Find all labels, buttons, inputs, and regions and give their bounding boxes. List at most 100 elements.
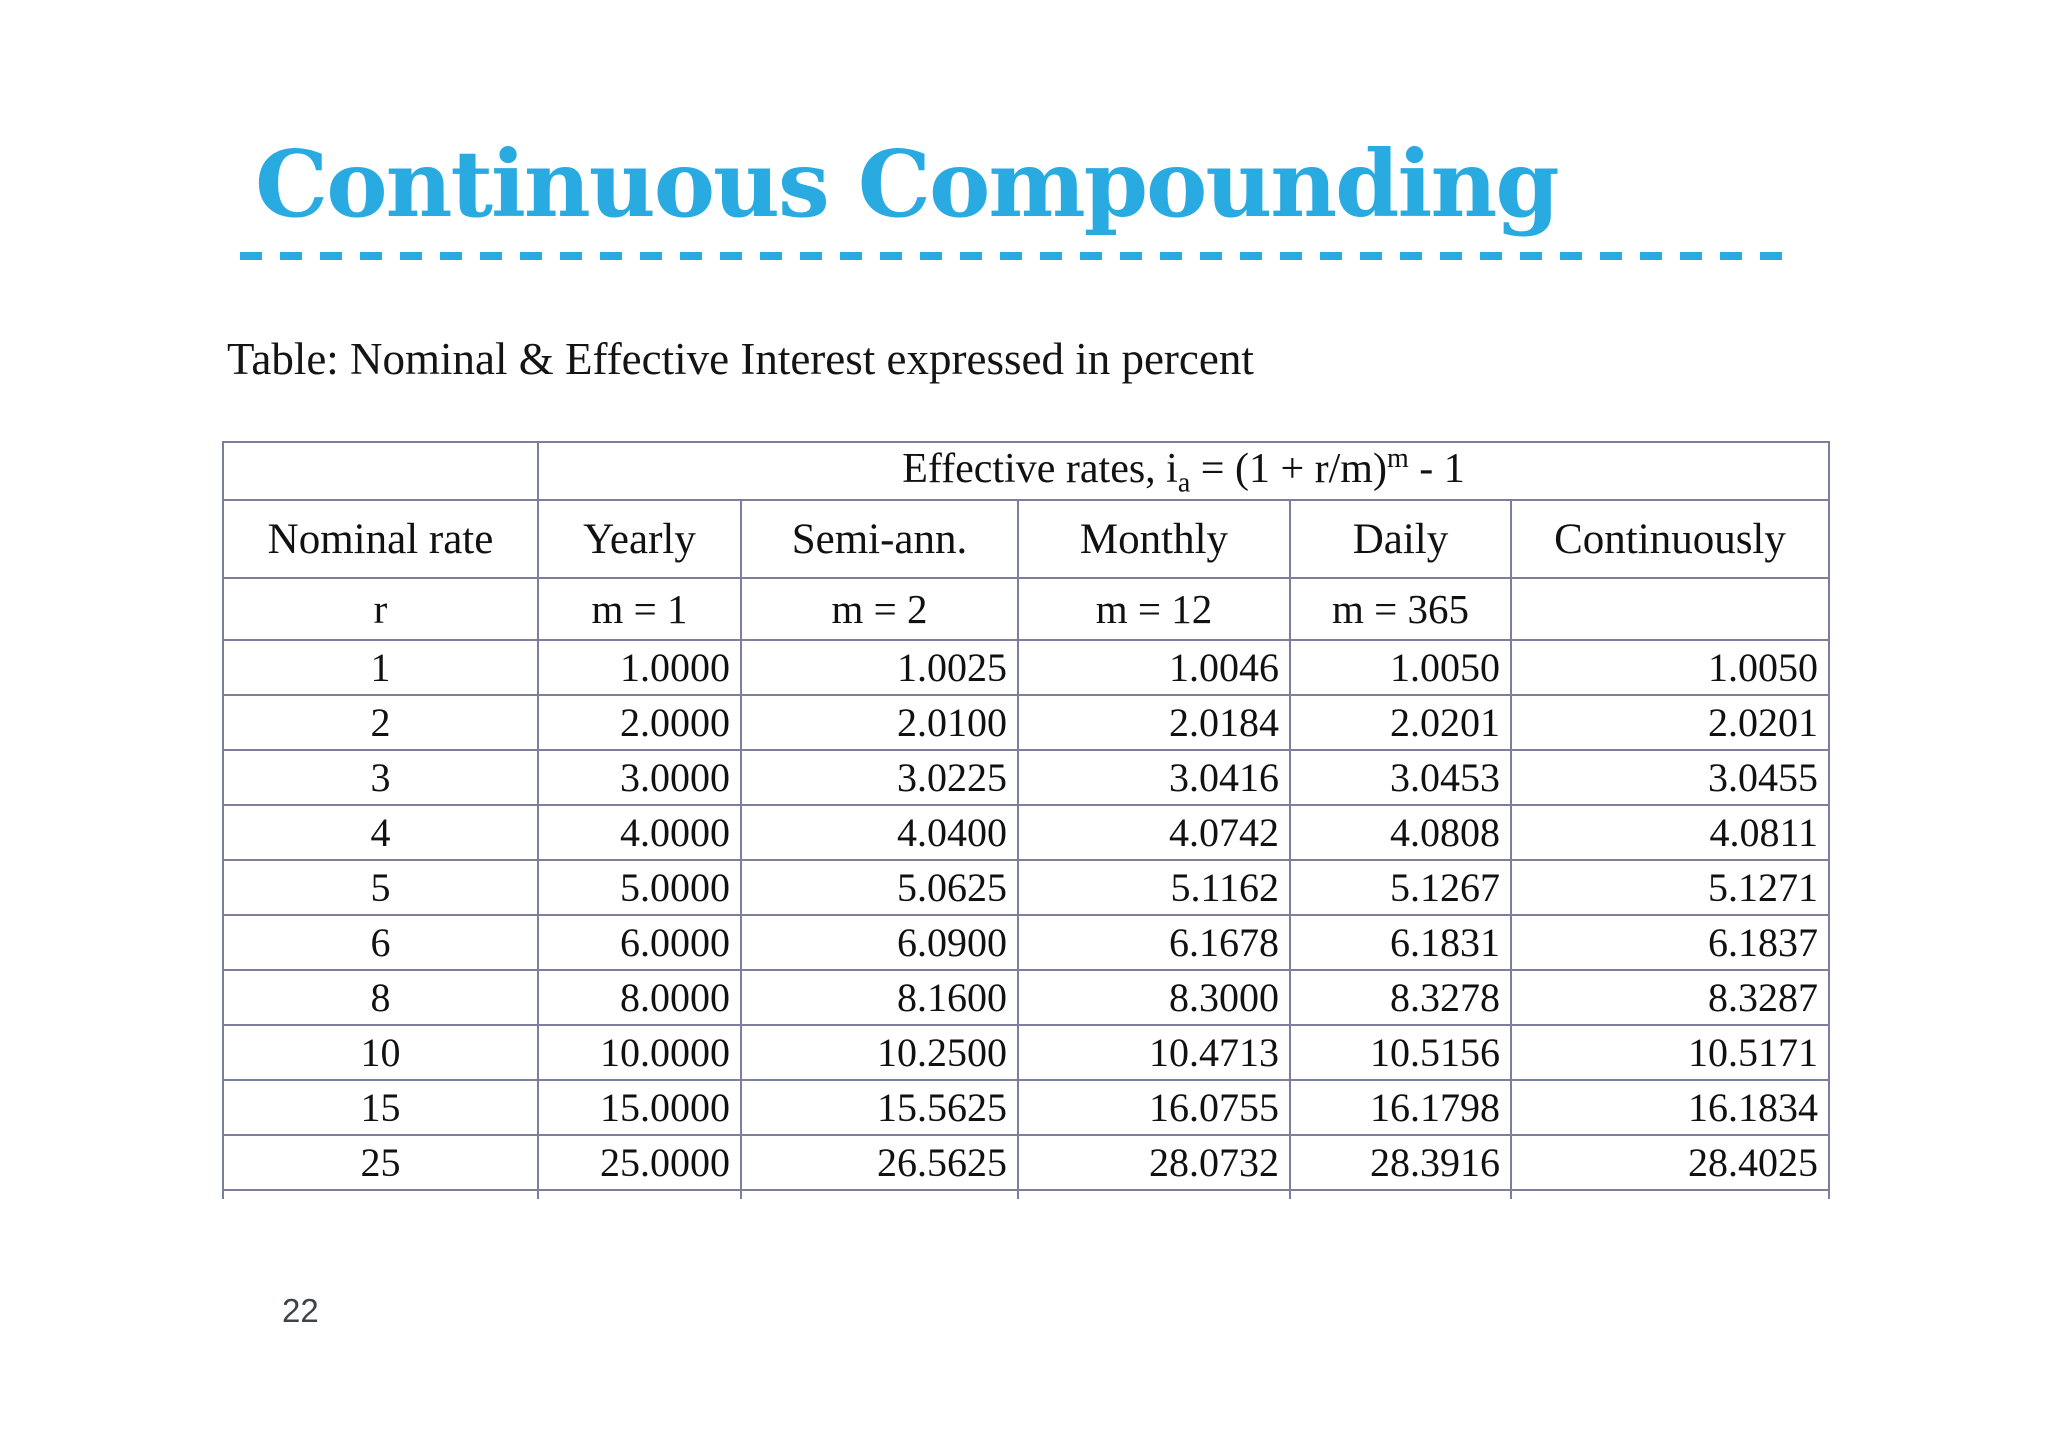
nominal-rate-cell: 1 [222, 639, 539, 697]
column-header-daily: Daily [1289, 499, 1512, 580]
formula-suffix: - 1 [1408, 446, 1465, 492]
empty-header-cell [222, 440, 539, 502]
value-cell: 10.5171 [1509, 1024, 1831, 1082]
table-row: 8 8.0000 8.1600 8.3000 8.3278 8.3287 [222, 969, 1831, 1027]
value-cell: 28.3916 [1289, 1134, 1512, 1192]
column-header-row: Nominal rate Yearly Semi-ann. Monthly Da… [222, 499, 1831, 580]
partial-cell [537, 1189, 742, 1200]
formula-middle: = (1 + r/m) [1190, 446, 1387, 492]
value-cell: 3.0453 [1289, 749, 1512, 807]
value-cell: 2.0000 [537, 694, 742, 752]
value-cell: 4.0400 [740, 804, 1019, 862]
value-cell: 8.1600 [740, 969, 1019, 1027]
nominal-rate-cell: 3 [222, 749, 539, 807]
value-cell: 8.0000 [537, 969, 742, 1027]
formula-superscript: m [1386, 443, 1409, 474]
table-row: 3 3.0000 3.0225 3.0416 3.0453 3.0455 [222, 749, 1831, 807]
value-cell: 3.0455 [1509, 749, 1831, 807]
subheader-row: r m = 1 m = 2 m = 12 m = 365 [222, 577, 1831, 642]
value-cell: 16.1834 [1509, 1079, 1831, 1137]
value-cell: 2.0201 [1289, 694, 1512, 752]
value-cell: 4.0811 [1509, 804, 1831, 862]
value-cell: 28.0732 [1017, 1134, 1291, 1192]
partial-cell [740, 1189, 1019, 1200]
value-cell: 4.0742 [1017, 804, 1291, 862]
formula-subscript: a [1177, 467, 1191, 499]
table-caption: Table: Nominal & Effective Interest expr… [227, 334, 1254, 384]
nominal-rate-cell: 15 [222, 1079, 539, 1137]
value-cell: 4.0808 [1289, 804, 1512, 862]
table-row: 5 5.0000 5.0625 5.1162 5.1267 5.1271 [222, 859, 1831, 917]
nominal-rate-cell: 2 [222, 694, 539, 752]
nominal-rate-cell: 25 [222, 1134, 539, 1192]
value-cell: 5.0625 [740, 859, 1019, 917]
value-cell: 16.0755 [1017, 1079, 1291, 1137]
value-cell: 6.1678 [1017, 914, 1291, 972]
value-cell: 5.1267 [1289, 859, 1512, 917]
subheader-empty [1509, 577, 1831, 642]
value-cell: 15.5625 [740, 1079, 1019, 1137]
value-cell: 1.0025 [740, 639, 1019, 697]
interest-table-container: Effective rates, ia = (1 + r/m)m - 1 Nom… [222, 440, 1831, 1200]
partial-cell [1509, 1189, 1831, 1200]
partial-cell [1289, 1189, 1512, 1200]
table-row: 10 10.0000 10.2500 10.4713 10.5156 10.5171 [222, 1024, 1831, 1082]
slide-title: Continuous Compounding [255, 130, 1560, 238]
value-cell: 8.3000 [1017, 969, 1291, 1027]
value-cell: 2.0100 [740, 694, 1019, 752]
subheader-m1: m = 1 [537, 577, 742, 642]
column-header-monthly: Monthly [1017, 499, 1291, 580]
subheader-m365: m = 365 [1289, 577, 1512, 642]
value-cell: 10.4713 [1017, 1024, 1291, 1082]
table-body: 1 1.0000 1.0025 1.0046 1.0050 1.0050 2 2.0000 2.… [222, 639, 1831, 1192]
column-header-semi-ann: Semi-ann. [740, 499, 1019, 580]
value-cell: 28.4025 [1509, 1134, 1831, 1192]
column-header-yearly: Yearly [537, 499, 742, 580]
subheader-m12: m = 12 [1017, 577, 1291, 642]
column-header-nominal-rate: Nominal rate [222, 499, 539, 580]
value-cell: 6.1831 [1289, 914, 1512, 972]
value-cell: 2.0201 [1509, 694, 1831, 752]
formula-prefix: Effective rates, i [902, 446, 1178, 492]
table-row: 6 6.0000 6.0900 6.1678 6.1831 6.1837 [222, 914, 1831, 972]
formula-row: Effective rates, ia = (1 + r/m)m - 1 [222, 440, 1831, 502]
value-cell: 10.0000 [537, 1024, 742, 1082]
value-cell: 1.0046 [1017, 639, 1291, 697]
nominal-rate-cell: 10 [222, 1024, 539, 1082]
value-cell: 8.3278 [1289, 969, 1512, 1027]
value-cell: 6.0000 [537, 914, 742, 972]
column-header-continuously: Continuously [1509, 499, 1831, 580]
value-cell: 2.0184 [1017, 694, 1291, 752]
value-cell: 5.1162 [1017, 859, 1291, 917]
table-row: 25 25.0000 26.5625 28.0732 28.3916 28.4025 [222, 1134, 1831, 1192]
value-cell: 1.0050 [1509, 639, 1831, 697]
value-cell: 25.0000 [537, 1134, 742, 1192]
nominal-rate-cell: 8 [222, 969, 539, 1027]
value-cell: 6.0900 [740, 914, 1019, 972]
subheader-r: r [222, 577, 539, 642]
value-cell: 6.1837 [1509, 914, 1831, 972]
value-cell: 26.5625 [740, 1134, 1019, 1192]
effective-rates-formula: Effective rates, ia = (1 + r/m)m - 1 [536, 440, 1831, 502]
value-cell: 10.5156 [1289, 1024, 1512, 1082]
table-row: 2 2.0000 2.0100 2.0184 2.0201 2.0201 [222, 694, 1831, 752]
value-cell: 3.0225 [740, 749, 1019, 807]
subheader-m2: m = 2 [740, 577, 1019, 642]
value-cell: 10.2500 [740, 1024, 1019, 1082]
nominal-rate-cell: 4 [222, 804, 539, 862]
table-row: 1 1.0000 1.0025 1.0046 1.0050 1.0050 [222, 639, 1831, 697]
table-row: 4 4.0000 4.0400 4.0742 4.0808 4.0811 [222, 804, 1831, 862]
page-number: 22 [282, 1292, 319, 1329]
table-row: 15 15.0000 15.5625 16.0755 16.1798 16.1834 [222, 1079, 1831, 1137]
value-cell: 3.0416 [1017, 749, 1291, 807]
value-cell: 5.1271 [1509, 859, 1831, 917]
partial-cell [1017, 1189, 1291, 1200]
value-cell: 3.0000 [537, 749, 742, 807]
partial-bottom-row [222, 1189, 1831, 1200]
value-cell: 4.0000 [537, 804, 742, 862]
value-cell: 8.3287 [1509, 969, 1831, 1027]
value-cell: 16.1798 [1289, 1079, 1512, 1137]
value-cell: 15.0000 [537, 1079, 742, 1137]
nominal-rate-cell: 5 [222, 859, 539, 917]
